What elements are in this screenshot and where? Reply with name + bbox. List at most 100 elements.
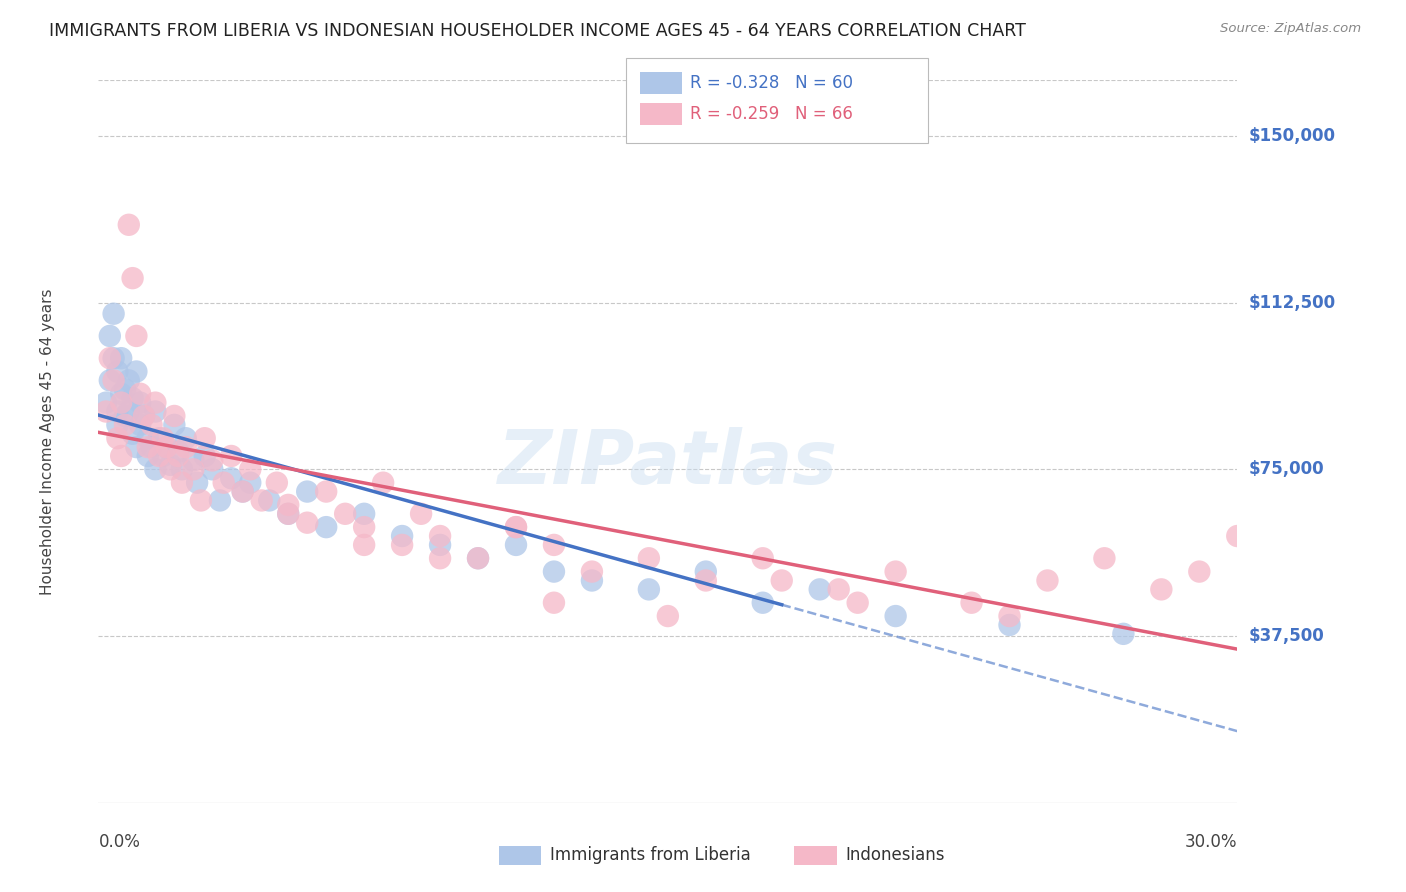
Point xyxy=(259,493,281,508)
Point xyxy=(152,449,174,463)
Point xyxy=(170,462,193,476)
Point xyxy=(391,529,413,543)
Text: 0.0%: 0.0% xyxy=(98,833,141,851)
Point xyxy=(239,475,262,490)
Text: $150,000: $150,000 xyxy=(1249,127,1336,145)
Point xyxy=(118,218,141,232)
Text: Immigrants from Liberia: Immigrants from Liberia xyxy=(550,847,751,864)
Point xyxy=(695,565,717,579)
Point xyxy=(129,395,152,409)
Text: ZIPatlas: ZIPatlas xyxy=(498,426,838,500)
Point xyxy=(170,475,193,490)
Point xyxy=(118,373,141,387)
Point xyxy=(201,462,224,476)
Point xyxy=(110,386,132,401)
Text: Householder Income Ages 45 - 64 years: Householder Income Ages 45 - 64 years xyxy=(39,288,55,595)
Point xyxy=(163,409,186,423)
Text: $112,500: $112,500 xyxy=(1249,293,1336,311)
Point xyxy=(167,449,190,463)
Point xyxy=(467,551,489,566)
Point xyxy=(107,431,129,445)
Point xyxy=(277,507,299,521)
Point xyxy=(467,551,489,566)
Point xyxy=(148,449,170,463)
Point xyxy=(371,475,394,490)
Text: Indonesians: Indonesians xyxy=(845,847,945,864)
Point xyxy=(107,417,129,432)
Point xyxy=(1036,574,1059,588)
Point xyxy=(1188,565,1211,579)
Point xyxy=(505,538,527,552)
Point xyxy=(884,609,907,624)
Point xyxy=(107,364,129,378)
Point xyxy=(505,520,527,534)
Point xyxy=(174,440,197,454)
Point xyxy=(250,493,273,508)
Point xyxy=(277,498,299,512)
Point xyxy=(411,507,433,521)
Point xyxy=(145,404,167,418)
Point xyxy=(114,417,136,432)
Point xyxy=(201,453,224,467)
Point xyxy=(114,409,136,423)
Point xyxy=(581,565,603,579)
Point xyxy=(1094,551,1116,566)
Point xyxy=(103,307,125,321)
Point xyxy=(156,440,179,454)
Point xyxy=(145,462,167,476)
Point xyxy=(159,462,181,476)
Point xyxy=(828,582,851,597)
Point xyxy=(543,565,565,579)
Point xyxy=(221,471,243,485)
Point xyxy=(110,395,132,409)
Point xyxy=(118,404,141,418)
Point xyxy=(543,596,565,610)
Point xyxy=(998,618,1021,632)
Point xyxy=(429,538,451,552)
Point xyxy=(194,449,217,463)
Point xyxy=(129,417,152,432)
Point xyxy=(353,520,375,534)
Point xyxy=(132,409,155,423)
Point xyxy=(638,582,661,597)
Point xyxy=(148,431,170,445)
Point xyxy=(141,440,163,454)
Point xyxy=(136,431,159,445)
Text: $75,000: $75,000 xyxy=(1249,460,1324,478)
Point xyxy=(110,449,132,463)
Point xyxy=(505,520,527,534)
Point xyxy=(125,364,148,378)
Point xyxy=(107,404,129,418)
Point xyxy=(174,431,197,445)
Point xyxy=(1226,529,1249,543)
Text: 30.0%: 30.0% xyxy=(1185,833,1237,851)
Point xyxy=(695,574,717,588)
Point xyxy=(752,551,775,566)
Point xyxy=(239,462,262,476)
Point xyxy=(315,520,337,534)
Point xyxy=(167,444,190,458)
Point xyxy=(132,409,155,423)
Point xyxy=(998,609,1021,624)
Point xyxy=(752,596,775,610)
Point xyxy=(353,507,375,521)
Point xyxy=(232,484,254,499)
Point xyxy=(114,382,136,396)
Point xyxy=(163,417,186,432)
Point xyxy=(297,484,319,499)
Point xyxy=(98,351,121,366)
Point xyxy=(884,565,907,579)
Point xyxy=(960,596,983,610)
Point xyxy=(110,351,132,366)
Point xyxy=(232,484,254,499)
Point xyxy=(183,453,205,467)
Point xyxy=(353,538,375,552)
Point xyxy=(136,440,159,454)
Point xyxy=(125,329,148,343)
Point xyxy=(121,391,143,405)
Point xyxy=(770,574,793,588)
Point xyxy=(152,431,174,445)
Text: $37,500: $37,500 xyxy=(1249,627,1324,645)
Text: R = -0.259   N = 66: R = -0.259 N = 66 xyxy=(690,105,853,123)
Point xyxy=(1112,627,1135,641)
